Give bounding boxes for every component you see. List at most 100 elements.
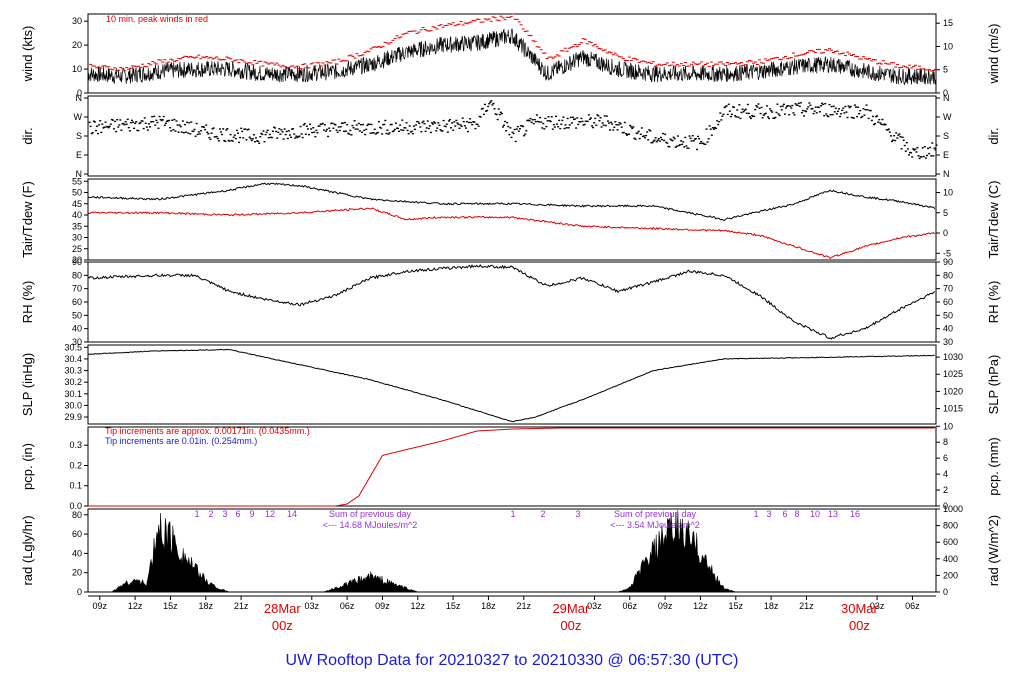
dir-point: [728, 110, 731, 112]
dir-point: [359, 123, 362, 126]
dir-point: [425, 127, 428, 129]
dir-point: [851, 117, 854, 119]
dir-point: [302, 124, 305, 126]
dir-point: [664, 133, 667, 136]
dir-point: [109, 123, 112, 125]
y-tick-label: 55: [72, 176, 82, 186]
dir-point: [865, 104, 868, 106]
dir-point: [421, 121, 424, 124]
dir-point: [448, 118, 451, 121]
dir-point: [164, 122, 167, 124]
dir-point: [321, 122, 324, 125]
dir-point: [930, 155, 933, 157]
dir-point: [558, 119, 561, 122]
dir-point: [365, 128, 368, 131]
dir-point: [526, 119, 529, 122]
dir-point: [305, 125, 308, 127]
dir-point: [887, 128, 890, 130]
y-tick-label: 60: [72, 529, 82, 539]
dir-point: [864, 108, 867, 111]
dir-point: [830, 105, 833, 108]
dir-point: [598, 120, 601, 122]
dir-point: [193, 128, 196, 131]
dir-point: [628, 133, 631, 135]
dir-point: [798, 105, 801, 108]
dir-point: [789, 105, 792, 107]
dir-point: [653, 139, 656, 141]
dir-point: [323, 124, 326, 126]
panel-pcp: 0.0 0.1 0.2 0.3 0 2 4 6 8 10 pcp. (in) pcp. (mm) Tip…: [20, 421, 1001, 511]
dir-point: [621, 131, 624, 134]
x-tick-label: 18z: [199, 601, 214, 611]
dir-point: [573, 118, 576, 120]
dir-point: [777, 113, 780, 115]
dir-point: [186, 121, 189, 124]
dir-point: [705, 128, 708, 130]
dir-point: [529, 117, 532, 120]
y-axis-label-left: wind (kts): [20, 26, 35, 83]
y-axis-label-right: dir.: [986, 127, 1001, 144]
dir-point: [596, 114, 599, 116]
dir-point: [838, 108, 841, 110]
dir-point: [928, 152, 931, 155]
dir-point: [351, 124, 354, 127]
dir-point: [162, 115, 165, 118]
dir-point: [540, 121, 543, 123]
dir-point: [216, 137, 219, 140]
dir-point: [826, 115, 829, 117]
dir-point: [106, 125, 109, 128]
dir-point: [457, 123, 460, 125]
dir-point: [183, 123, 186, 126]
dir-point: [411, 132, 414, 135]
dir-point: [642, 135, 645, 137]
y-axis-label-left: SLP (inHg): [20, 353, 35, 416]
dir-point: [915, 151, 918, 153]
series-pcp: [88, 427, 935, 507]
y-tick-label: 400: [943, 554, 958, 564]
dir-point: [319, 123, 322, 125]
dir-point: [412, 125, 415, 127]
dir-point: [657, 137, 660, 140]
dir-point: [160, 119, 163, 122]
dir-point: [690, 140, 693, 142]
y-axis-label-left: pcp. (in): [20, 443, 35, 490]
dir-point: [861, 115, 864, 118]
dir-point: [182, 131, 185, 134]
dir-point: [284, 133, 287, 136]
dir-point: [499, 111, 502, 114]
dir-point: [845, 111, 848, 113]
dir-point: [682, 141, 685, 143]
y-tick-label: 4: [943, 469, 948, 479]
x-tick-label: 03z: [587, 601, 602, 611]
dir-point: [934, 149, 937, 151]
dir-point: [341, 122, 344, 124]
dir-point: [327, 135, 330, 138]
x-tick-label: 06z: [340, 601, 355, 611]
dir-point: [247, 128, 250, 130]
dir-point: [150, 121, 153, 123]
dir-point: [585, 120, 588, 123]
dir-point: [165, 120, 168, 122]
y-axis-label-right: RH (%): [986, 281, 1001, 324]
dir-point: [390, 123, 393, 126]
dir-point: [354, 128, 357, 130]
dir-point: [779, 105, 782, 108]
dir-point: [230, 139, 233, 142]
dir-point: [453, 121, 456, 123]
dir-point: [391, 130, 394, 133]
dir-point: [783, 113, 786, 115]
dir-point: [374, 133, 377, 135]
dir-point: [102, 127, 105, 129]
y-tick-label: 30: [72, 337, 82, 347]
dir-point: [856, 115, 859, 118]
dir-point: [90, 132, 93, 135]
dir-point: [889, 135, 892, 137]
rad-hour-label: 1: [753, 509, 758, 519]
dir-point: [222, 128, 225, 130]
y-tick-label: 29.9: [64, 412, 82, 422]
dir-point: [901, 136, 904, 138]
rad-hour-label: 8: [794, 509, 799, 519]
dir-point: [667, 145, 670, 148]
dir-point: [125, 123, 128, 125]
